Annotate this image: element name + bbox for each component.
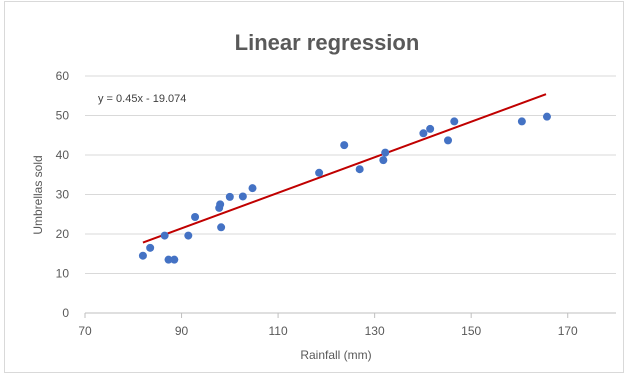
x-tick-label: 110	[269, 324, 288, 338]
data-point	[217, 223, 226, 232]
data-point	[248, 184, 257, 193]
x-tick-label: 170	[558, 324, 578, 338]
x-axis-ticks: 70 90 110 130 150 170	[78, 313, 578, 338]
data-point	[450, 117, 459, 126]
gridlines	[85, 75, 616, 274]
x-tick-label: 150	[461, 324, 481, 338]
data-point	[184, 231, 193, 240]
chart-frame	[4, 1, 624, 373]
data-point	[160, 231, 169, 240]
data-point	[517, 117, 526, 126]
data-point	[191, 213, 200, 222]
trendline-equation: y = 0.45x - 19.074	[98, 93, 186, 105]
data-point	[419, 129, 428, 138]
y-tick-label: 40	[56, 148, 70, 162]
data-point	[225, 192, 234, 201]
data-point	[355, 165, 364, 174]
data-point	[170, 255, 179, 264]
y-tick-label: 60	[56, 69, 70, 83]
y-tick-label: 0	[62, 306, 69, 320]
data-point	[164, 255, 173, 264]
trendline	[142, 93, 547, 244]
data-point	[216, 200, 225, 209]
data-point	[138, 251, 147, 260]
y-tick-label: 20	[56, 227, 70, 241]
data-point	[340, 141, 349, 150]
y-axis-label: Umbrellas sold	[31, 155, 45, 234]
chart-title: Linear regression	[235, 30, 420, 55]
data-point	[238, 192, 247, 201]
y-tick-label: 50	[56, 109, 70, 123]
x-axis-label: Rainfall (mm)	[300, 348, 371, 362]
data-point	[542, 112, 551, 121]
data-point	[379, 156, 388, 165]
data-point	[381, 148, 390, 157]
data-point	[315, 168, 324, 177]
y-tick-label: 30	[56, 188, 70, 202]
y-axis-ticks: 0 10 20 30 40 50 60	[56, 69, 70, 320]
y-tick-label: 10	[56, 267, 70, 281]
x-tick-label: 90	[175, 324, 189, 338]
x-tick-label: 70	[78, 324, 92, 338]
data-points	[138, 112, 551, 264]
data-point	[444, 136, 453, 145]
x-tick-label: 130	[365, 324, 385, 338]
data-point	[146, 243, 155, 252]
data-point	[426, 124, 435, 133]
